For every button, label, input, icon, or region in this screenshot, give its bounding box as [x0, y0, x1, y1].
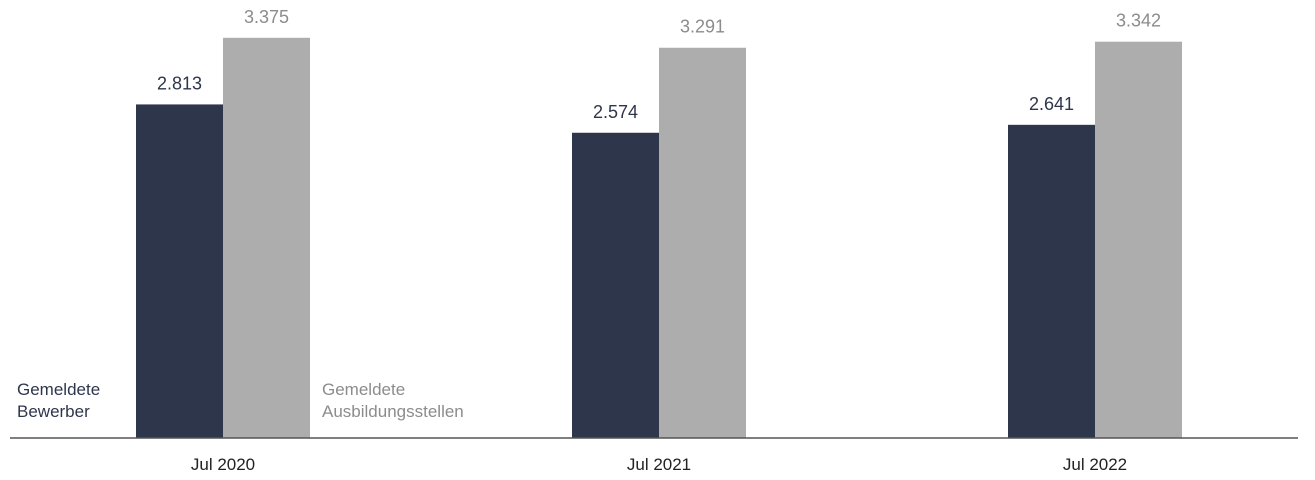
legend-label-s0-line0: Gemeldete: [17, 380, 100, 399]
legend-label-s1-line0: Gemeldete: [322, 380, 405, 399]
legend-label-s0-line1: Bewerber: [17, 402, 90, 421]
bar-s0-1: [572, 132, 659, 438]
inline-legend: Gemeldete Bewerber Gemeldete Ausbildungsste…: [17, 380, 464, 421]
data-label-s0-0: 2.813: [157, 73, 202, 93]
bars-layer: [136, 37, 1182, 439]
x-tick-label-0: Jul 2020: [191, 455, 255, 474]
legend-label-s1-line1: Ausbildungsstellen: [322, 402, 464, 421]
x-tick-label-2: Jul 2022: [1063, 455, 1127, 474]
bar-s0-2: [1008, 124, 1095, 438]
x-tick-label-1: Jul 2021: [627, 455, 691, 474]
value-labels-layer: 2.813 3.375 2.574 3.291 2.641 3.342: [157, 7, 1161, 122]
data-label-s0-1: 2.574: [593, 102, 638, 122]
data-label-s1-2: 3.342: [1116, 11, 1161, 31]
bar-s1-2: [1095, 41, 1182, 438]
data-label-s1-1: 3.291: [680, 17, 725, 37]
data-label-s1-0: 3.375: [244, 7, 289, 27]
x-tick-labels: Jul 2020 Jul 2021 Jul 2022: [191, 455, 1127, 474]
data-label-s0-2: 2.641: [1029, 94, 1074, 114]
bar-s1-1: [659, 47, 746, 439]
bar-s1-0: [223, 37, 310, 439]
bar-s0-0: [136, 104, 223, 439]
